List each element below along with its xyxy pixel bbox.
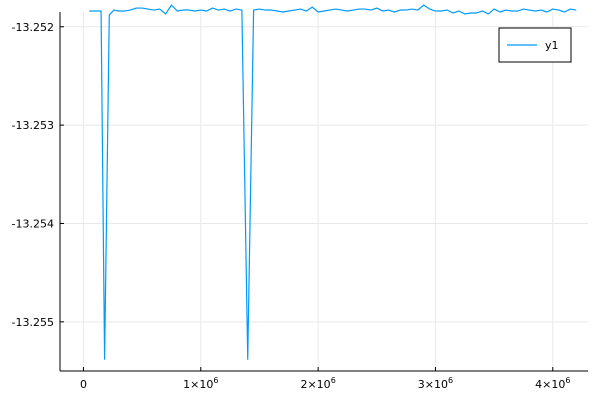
y-tick-label-2: -13.254 [12, 217, 54, 230]
y-tick-label-3: -13.255 [12, 316, 54, 329]
x-tick-label-4: 4×106 [535, 376, 570, 391]
x-tick-label-1: 1×106 [183, 376, 218, 391]
x-tick-label-0: 0 [80, 378, 87, 391]
y-tick-label-0: -13.252 [12, 21, 54, 34]
legend: y1 [498, 27, 572, 63]
x-tick-label-3: 3×106 [418, 376, 453, 391]
axis-layer: 0 1×106 2×106 3×106 4×106 -13.252 -13.253 -13.2… [12, 12, 588, 391]
series-layer [89, 4, 577, 360]
series-line-y1 [89, 4, 577, 360]
legend-label-y1: y1 [545, 39, 559, 52]
grid-layer [60, 12, 588, 371]
y-tick-label-1: -13.253 [12, 119, 54, 132]
x-tick-label-2: 2×106 [300, 376, 335, 391]
